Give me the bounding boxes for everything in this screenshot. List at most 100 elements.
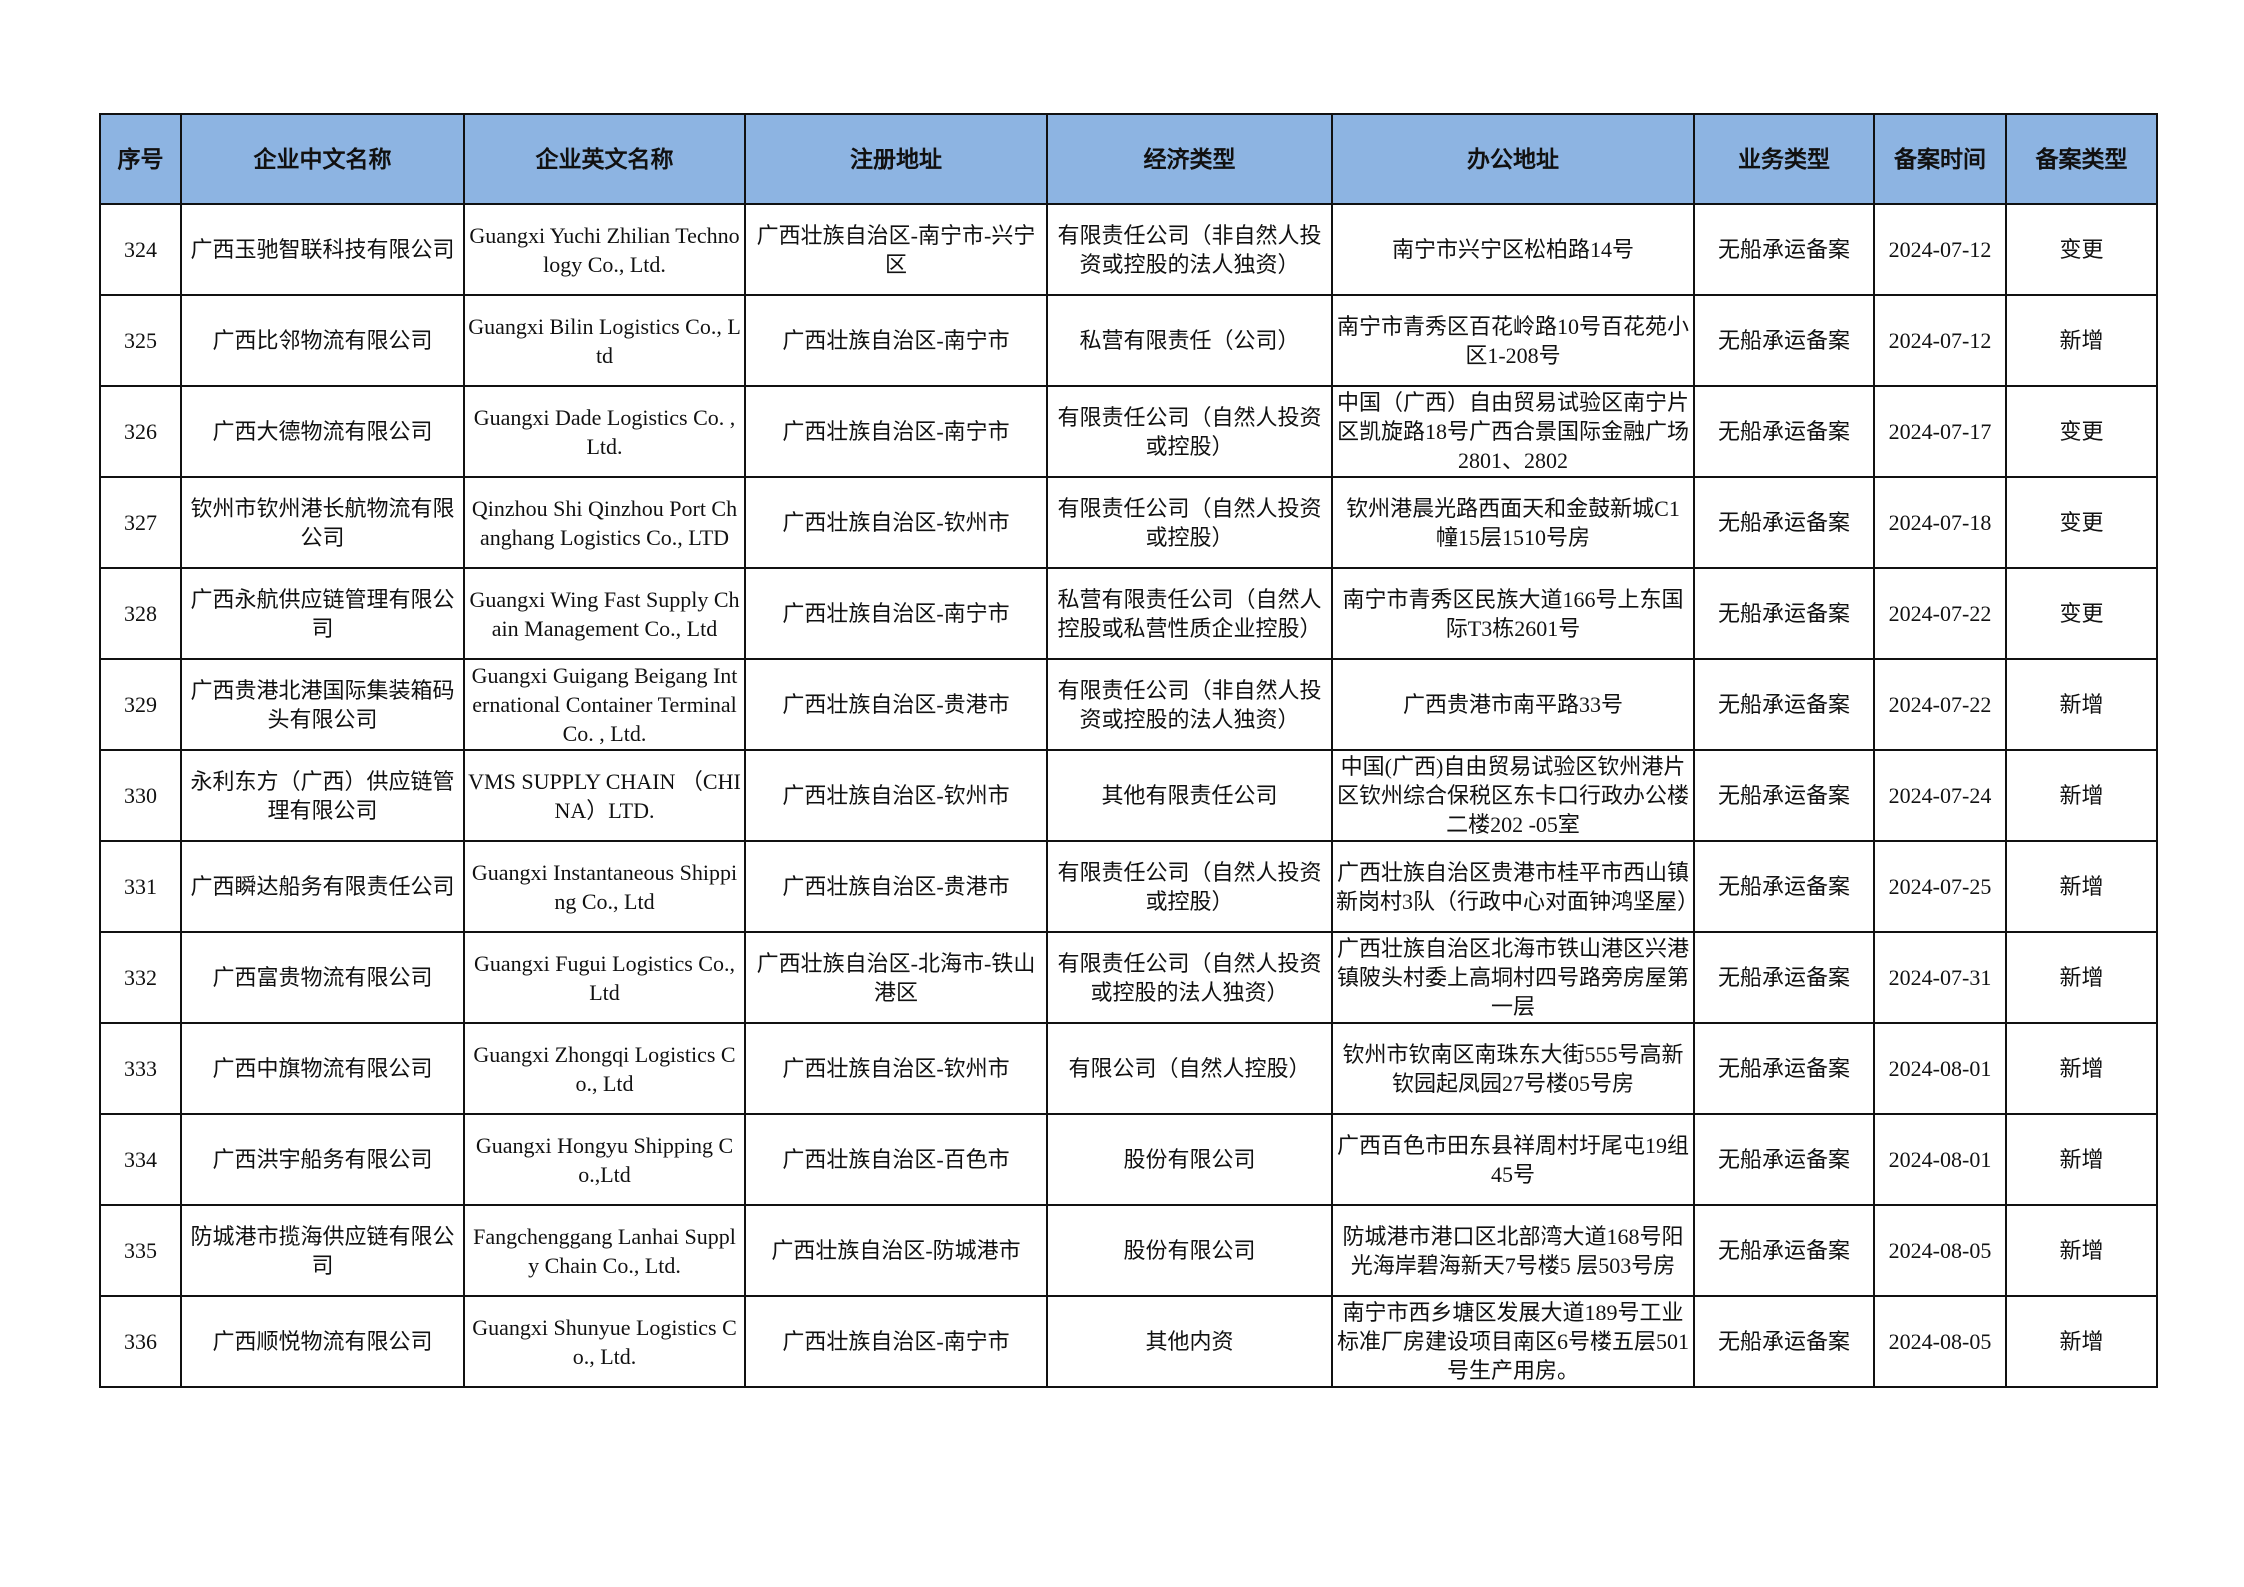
table-row: 334 广西洪宇船务有限公司 Guangxi Hongyu Shipping Co.…	[99, 1113, 2158, 1206]
table-row: 331 广西瞬达船务有限责任公司 Guangxi Instantaneous Shi…	[99, 840, 2158, 933]
cell-serial: 333	[99, 1022, 182, 1115]
header-reg-address: 注册地址	[744, 113, 1048, 205]
cell-filing-date: 2024-07-24	[1873, 749, 2007, 842]
cell-econ-type: 其他内资	[1046, 1295, 1333, 1388]
cell-reg-address: 广西壮族自治区-防城港市	[744, 1204, 1048, 1297]
cell-filing-date: 2024-07-17	[1873, 385, 2007, 478]
cell-business-type: 无船承运备案	[1693, 1295, 1875, 1388]
cell-cn-name: 永利东方（广西）供应链管理有限公司	[180, 749, 465, 842]
cell-en-name: Fangchenggang Lanhai Supply Chain Co., L…	[463, 1204, 746, 1297]
cell-reg-address: 广西壮族自治区-钦州市	[744, 1022, 1048, 1115]
cell-filing-type: 新增	[2005, 658, 2158, 751]
cell-office-address: 南宁市兴宁区松柏路14号	[1331, 203, 1695, 296]
cell-en-name: Guangxi Bilin Logistics Co., Ltd	[463, 294, 746, 387]
cell-cn-name: 广西贵港北港国际集装箱码头有限公司	[180, 658, 465, 751]
cell-econ-type: 私营有限责任（公司）	[1046, 294, 1333, 387]
cell-business-type: 无船承运备案	[1693, 658, 1875, 751]
cell-filing-date: 2024-07-22	[1873, 658, 2007, 751]
table-row: 329 广西贵港北港国际集装箱码头有限公司 Guangxi Guigang Beig…	[99, 658, 2158, 751]
cell-en-name: Guangxi Guigang Beigang International Co…	[463, 658, 746, 751]
cell-office-address: 广西壮族自治区北海市铁山港区兴港镇陂头村委上高垌村四号路旁房屋第一层	[1331, 931, 1695, 1024]
cell-serial: 327	[99, 476, 182, 569]
cell-serial: 325	[99, 294, 182, 387]
cell-econ-type: 有限责任公司（非自然人投资或控股的法人独资）	[1046, 658, 1333, 751]
cell-econ-type: 有限责任公司（自然人投资或控股）	[1046, 840, 1333, 933]
cell-serial: 336	[99, 1295, 182, 1388]
cell-business-type: 无船承运备案	[1693, 203, 1875, 296]
cell-reg-address: 广西壮族自治区-百色市	[744, 1113, 1048, 1206]
cell-cn-name: 广西玉驰智联科技有限公司	[180, 203, 465, 296]
cell-business-type: 无船承运备案	[1693, 1204, 1875, 1297]
table-row: 336 广西顺悦物流有限公司 Guangxi Shunyue Logistics C…	[99, 1295, 2158, 1388]
cell-filing-date: 2024-08-01	[1873, 1113, 2007, 1206]
header-serial: 序号	[99, 113, 182, 205]
cell-filing-type: 新增	[2005, 840, 2158, 933]
cell-econ-type: 股份有限公司	[1046, 1113, 1333, 1206]
cell-filing-date: 2024-08-01	[1873, 1022, 2007, 1115]
cell-filing-type: 变更	[2005, 385, 2158, 478]
cell-serial: 335	[99, 1204, 182, 1297]
cell-en-name: Guangxi Instantaneous Shipping Co., Ltd	[463, 840, 746, 933]
cell-cn-name: 广西富贵物流有限公司	[180, 931, 465, 1024]
cell-cn-name: 防城港市揽海供应链有限公司	[180, 1204, 465, 1297]
cell-filing-type: 变更	[2005, 567, 2158, 660]
cell-business-type: 无船承运备案	[1693, 931, 1875, 1024]
cell-reg-address: 广西壮族自治区-北海市-铁山港区	[744, 931, 1048, 1024]
cell-office-address: 广西壮族自治区贵港市桂平市西山镇新岗村3队（行政中心对面钟鸿坚屋）	[1331, 840, 1699, 933]
cell-reg-address: 广西壮族自治区-南宁市	[744, 567, 1048, 660]
cell-cn-name: 广西比邻物流有限公司	[180, 294, 465, 387]
cell-en-name: Guangxi Zhongqi Logistics Co., Ltd	[463, 1022, 746, 1115]
table-row: 333 广西中旗物流有限公司 Guangxi Zhongqi Logistics C…	[99, 1022, 2158, 1115]
cell-serial: 334	[99, 1113, 182, 1206]
cell-reg-address: 广西壮族自治区-南宁市-兴宁区	[744, 203, 1048, 296]
table-row: 328 广西永航供应链管理有限公司 Guangxi Wing Fast Supply…	[99, 567, 2158, 660]
cell-en-name: Guangxi Wing Fast Supply Chain Managemen…	[463, 567, 746, 660]
cell-serial: 332	[99, 931, 182, 1024]
cell-econ-type: 有限责任公司（自然人投资或控股）	[1046, 476, 1333, 569]
cell-filing-type: 新增	[2005, 931, 2158, 1024]
table-row: 330 永利东方（广西）供应链管理有限公司 VMS SUPPLY CHAIN （CH…	[99, 749, 2158, 842]
cell-business-type: 无船承运备案	[1693, 567, 1875, 660]
cell-filing-type: 变更	[2005, 476, 2158, 569]
cell-econ-type: 有限公司（自然人控股）	[1046, 1022, 1333, 1115]
cell-cn-name: 广西中旗物流有限公司	[180, 1022, 465, 1115]
cell-filing-date: 2024-08-05	[1873, 1204, 2007, 1297]
cell-cn-name: 钦州市钦州港长航物流有限公司	[180, 476, 465, 569]
cell-filing-type: 新增	[2005, 1113, 2158, 1206]
cell-filing-date: 2024-07-12	[1873, 203, 2007, 296]
cell-filing-type: 新增	[2005, 1295, 2158, 1388]
cell-office-address: 钦州市钦南区南珠东大街555号高新钦园起凤园27号楼05号房	[1331, 1022, 1695, 1115]
cell-serial: 324	[99, 203, 182, 296]
cell-business-type: 无船承运备案	[1693, 476, 1875, 569]
cell-office-address: 南宁市青秀区民族大道166号上东国际T3栋2601号	[1331, 567, 1695, 660]
cell-serial: 329	[99, 658, 182, 751]
header-filing-type: 备案类型	[2005, 113, 2158, 205]
cell-en-name: Qinzhou Shi Qinzhou Port Changhang Logis…	[463, 476, 746, 569]
cell-office-address: 中国(广西)自由贸易试验区钦州港片区钦州综合保税区东卡口行政办公楼二楼202 -…	[1331, 749, 1695, 842]
cell-en-name: Guangxi Yuchi Zhilian Technology Co., Lt…	[463, 203, 746, 296]
cell-reg-address: 广西壮族自治区-贵港市	[744, 840, 1048, 933]
header-filing-date: 备案时间	[1873, 113, 2007, 205]
cell-business-type: 无船承运备案	[1693, 840, 1875, 933]
cell-cn-name: 广西大德物流有限公司	[180, 385, 465, 478]
cell-cn-name: 广西瞬达船务有限责任公司	[180, 840, 465, 933]
filing-table: 序号 企业中文名称 企业英文名称 注册地址 经济类型 办公地址 业务类型 备案时…	[99, 113, 2158, 1388]
cell-serial: 328	[99, 567, 182, 660]
cell-business-type: 无船承运备案	[1693, 385, 1875, 478]
cell-en-name: Guangxi Shunyue Logistics Co., Ltd.	[463, 1295, 746, 1388]
cell-en-name: VMS SUPPLY CHAIN （CHINA）LTD.	[463, 749, 746, 842]
cell-en-name: Guangxi Fugui Logistics Co., Ltd	[463, 931, 746, 1024]
cell-office-address: 广西贵港市南平路33号	[1331, 658, 1695, 751]
cell-business-type: 无船承运备案	[1693, 1022, 1875, 1115]
cell-filing-date: 2024-07-31	[1873, 931, 2007, 1024]
cell-filing-date: 2024-08-05	[1873, 1295, 2007, 1388]
cell-office-address: 防城港市港口区北部湾大道168号阳光海岸碧海新天7号楼5 层503号房	[1331, 1204, 1695, 1297]
cell-office-address: 南宁市青秀区百花岭路10号百花苑小区1-208号	[1331, 294, 1695, 387]
header-en-name: 企业英文名称	[463, 113, 746, 205]
cell-cn-name: 广西洪宇船务有限公司	[180, 1113, 465, 1206]
cell-reg-address: 广西壮族自治区-南宁市	[744, 1295, 1048, 1388]
cell-business-type: 无船承运备案	[1693, 294, 1875, 387]
cell-serial: 330	[99, 749, 182, 842]
cell-reg-address: 广西壮族自治区-南宁市	[744, 294, 1048, 387]
cell-office-address: 中国（广西）自由贸易试验区南宁片区凯旋路18号广西合景国际金融广场2801、28…	[1331, 385, 1695, 478]
